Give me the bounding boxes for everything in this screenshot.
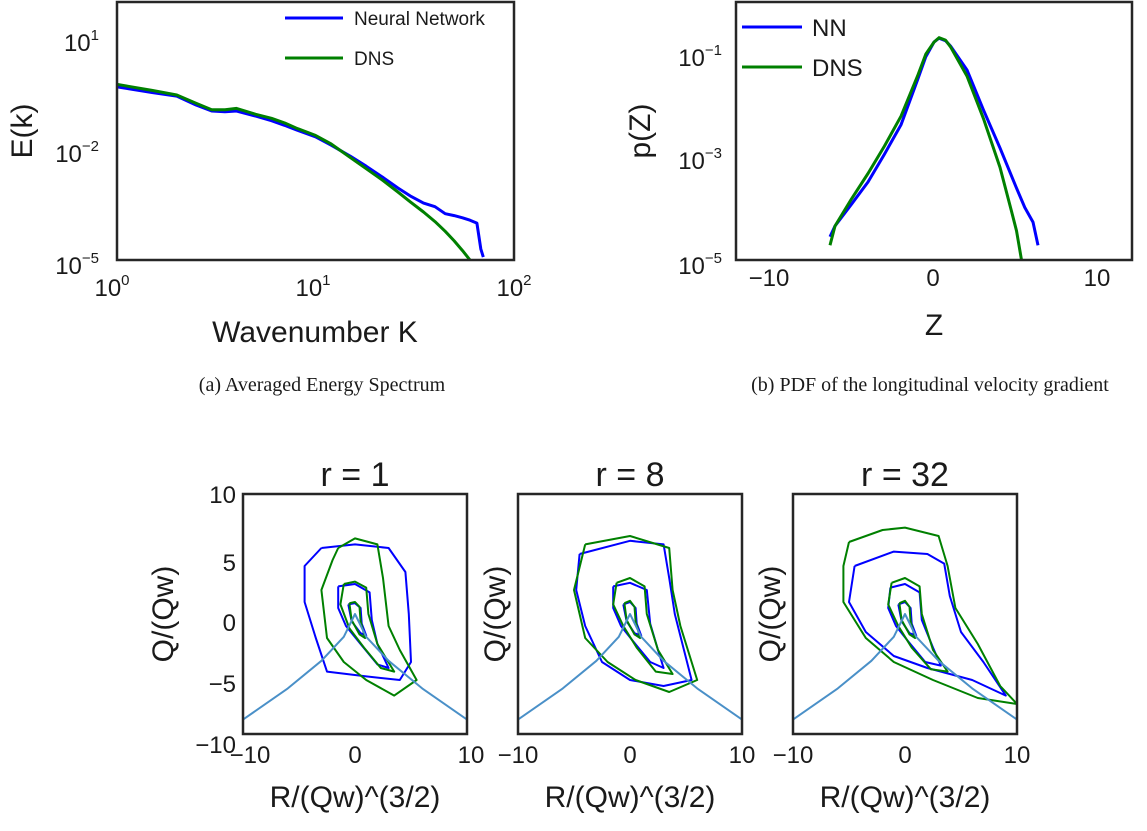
qr-r8-x-axis-label: R/(Qw)^(3/2) bbox=[545, 781, 716, 814]
spectrum-frame bbox=[115, 0, 516, 262]
qr-plot-r32: r = 32 −10 0 10 R/(Qw)^(3/2) Q/(Qw) bbox=[754, 456, 1030, 814]
qr-r1-y-axis-label: Q/(Qw) bbox=[147, 566, 180, 663]
qr-r32-x-axis-label: R/(Qw)^(3/2) bbox=[820, 781, 991, 814]
qr-r1-ytick-10: 10 bbox=[209, 482, 236, 509]
spectrum-legend: Neural Network DNS bbox=[285, 9, 485, 70]
pdf-ytick-2: 10−1 bbox=[678, 42, 722, 72]
spectrum-xtick-0: 100 bbox=[94, 272, 129, 302]
qr-r32-series-2 bbox=[887, 583, 942, 667]
spectrum-ytick-2: 101 bbox=[64, 27, 99, 57]
qr-r1-series-3 bbox=[339, 580, 396, 673]
spectrum-ytick-0: 10−5 bbox=[55, 250, 99, 280]
qr-r32-xtick-2: 10 bbox=[1004, 742, 1031, 769]
qr-r1-ytick-0: 0 bbox=[223, 610, 236, 637]
qr-r1-ytick-5: 5 bbox=[223, 550, 236, 577]
qr-r32-xtick-0: −10 bbox=[773, 742, 814, 769]
legend-label-neural-network: Neural Network bbox=[354, 9, 485, 30]
qr-r32-series-3 bbox=[887, 577, 949, 673]
qr-r1-x-axis-label: R/(Qw)^(3/2) bbox=[270, 781, 441, 814]
pdf-y-ticks: 10−5 10−3 10−1 bbox=[678, 42, 722, 280]
qr-r1-series-2 bbox=[337, 583, 390, 669]
qr-plot-r8: r = 8 −10 0 10 R/(Qw)^(3/2) Q/(Qw) bbox=[479, 456, 755, 814]
pdf-xtick-1: 0 bbox=[926, 265, 939, 292]
qr-r8-title: r = 8 bbox=[596, 456, 665, 494]
spectrum-ytick-1: 10−2 bbox=[55, 138, 99, 168]
energy-spectrum-chart: 10−5 10−2 101 100 101 102 Wavenumber K E… bbox=[6, 0, 532, 349]
qr-r8-xtick-0: −10 bbox=[498, 742, 539, 769]
qr-r1-y-ticks: 10 5 0 −5 −10 bbox=[195, 482, 236, 759]
qr-r32-series-1 bbox=[842, 526, 1017, 705]
pdf-frame bbox=[734, 0, 1134, 262]
caption-a: (a) Averaged Energy Spectrum bbox=[199, 374, 446, 396]
qr-r32-series-0 bbox=[848, 550, 1007, 697]
qr-r8-series-6 bbox=[518, 613, 742, 721]
pdf-y-axis-label: p(Z) bbox=[624, 104, 657, 159]
pdf-xtick-0: −10 bbox=[749, 265, 790, 292]
qr-r8-series-2 bbox=[612, 581, 665, 669]
qr-r32-xtick-1: 0 bbox=[898, 742, 911, 769]
spectrum-xtick-2: 102 bbox=[496, 272, 531, 302]
qr-r1-xtick-2: 10 bbox=[458, 742, 485, 769]
pdf-legend: NN DNS bbox=[742, 15, 863, 82]
qr-r1-series-6 bbox=[243, 613, 467, 721]
caption-b: (b) PDF of the longitudinal velocity gra… bbox=[751, 374, 1109, 396]
qr-r8-frame bbox=[516, 492, 744, 736]
qr-plot-r1: r = 1 10 5 0 −5 −10 −10 0 10 R/(Qw)^(3/2… bbox=[147, 456, 484, 814]
pdf-ytick-1: 10−3 bbox=[678, 145, 722, 175]
qr-r32-title: r = 32 bbox=[861, 456, 949, 494]
qr-r32-frame bbox=[791, 492, 1019, 736]
pdf-ytick-0: 10−5 bbox=[678, 250, 722, 280]
qr-r32-y-axis-label: Q/(Qw) bbox=[754, 566, 787, 663]
spectrum-series-1-dns bbox=[117, 82, 472, 260]
spectrum-series-0-neural-network bbox=[117, 85, 485, 258]
pdf-x-axis-label: Z bbox=[925, 309, 943, 342]
qr-r1-frame bbox=[241, 492, 469, 736]
pdf-xtick-2: 10 bbox=[1084, 265, 1111, 292]
qr-r1-ytick-m5: −5 bbox=[209, 671, 236, 698]
velocity-gradient-pdf-chart: 10−5 10−3 10−1 −10 0 10 Z p(Z) NN DNS bbox=[624, 0, 1134, 342]
spectrum-x-ticks: 100 101 102 bbox=[94, 272, 531, 302]
spectrum-xtick-1: 101 bbox=[295, 272, 330, 302]
qr-r1-series-0 bbox=[303, 543, 412, 681]
qr-r8-series-3 bbox=[612, 577, 674, 675]
spectrum-y-axis-label: E(k) bbox=[6, 104, 39, 159]
legend-label-dns-pdf: DNS bbox=[812, 55, 863, 82]
qr-r1-ytick-m10: −10 bbox=[195, 732, 236, 759]
qr-r32-series-6 bbox=[793, 613, 1017, 721]
qr-r1-series-1 bbox=[320, 537, 418, 697]
qr-r1-xtick-0: −10 bbox=[230, 742, 271, 769]
qr-r8-y-axis-label: Q/(Qw) bbox=[479, 566, 512, 663]
spectrum-x-axis-label: Wavenumber K bbox=[212, 316, 418, 349]
qr-r32-x-ticks: −10 0 10 bbox=[773, 742, 1031, 769]
pdf-series-1-dns bbox=[828, 36, 1023, 260]
spectrum-y-ticks: 10−5 10−2 101 bbox=[55, 27, 99, 280]
legend-label-nn: NN bbox=[812, 15, 847, 42]
qr-r8-xtick-1: 0 bbox=[623, 742, 636, 769]
pdf-x-ticks: −10 0 10 bbox=[749, 265, 1111, 292]
qr-r1-x-ticks: −10 0 10 bbox=[230, 742, 485, 769]
legend-label-dns: DNS bbox=[354, 49, 394, 70]
qr-r8-xtick-2: 10 bbox=[729, 742, 756, 769]
qr-r1-xtick-1: 0 bbox=[348, 742, 361, 769]
qr-r8-x-ticks: −10 0 10 bbox=[498, 742, 756, 769]
qr-r1-title: r = 1 bbox=[321, 456, 390, 494]
qr-r8-series-1 bbox=[573, 535, 699, 693]
